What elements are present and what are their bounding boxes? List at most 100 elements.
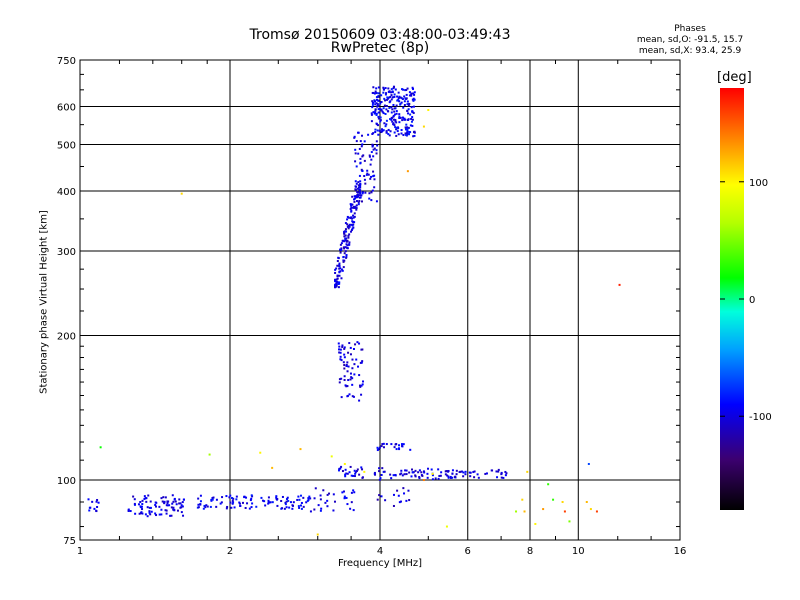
data-point <box>276 504 279 507</box>
data-point <box>241 501 244 504</box>
data-point <box>377 115 380 118</box>
data-point <box>316 533 319 536</box>
data-point <box>384 499 387 502</box>
data-point <box>387 87 390 90</box>
data-point <box>427 467 430 470</box>
data-point <box>320 507 323 510</box>
data-point <box>298 506 301 509</box>
data-point <box>399 116 402 119</box>
data-point <box>403 118 406 121</box>
data-point <box>339 358 342 361</box>
data-point <box>390 111 393 114</box>
data-point <box>390 88 393 91</box>
data-point <box>335 267 338 270</box>
data-point <box>438 474 441 477</box>
data-point <box>357 184 360 187</box>
data-point <box>447 469 450 472</box>
data-point <box>386 96 389 99</box>
data-point <box>394 120 397 123</box>
data-point <box>413 91 416 94</box>
data-point <box>339 251 342 254</box>
data-point <box>352 474 355 477</box>
data-point <box>393 93 396 96</box>
data-point <box>350 204 353 207</box>
data-point <box>351 367 354 370</box>
data-point <box>345 230 348 233</box>
data-point <box>317 504 320 507</box>
data-point <box>338 467 341 470</box>
data-point <box>345 363 348 366</box>
data-point <box>352 395 355 398</box>
data-point <box>243 495 246 498</box>
data-point <box>235 498 238 501</box>
data-point <box>173 509 176 512</box>
data-point <box>400 132 403 135</box>
data-point <box>359 385 362 388</box>
data-point <box>408 94 411 97</box>
data-point <box>380 445 383 448</box>
data-point <box>87 498 90 501</box>
data-point <box>375 87 378 90</box>
data-point <box>361 134 364 137</box>
data-point <box>334 284 337 287</box>
data-point <box>292 504 295 507</box>
data-point <box>393 446 396 449</box>
data-point <box>360 145 363 148</box>
data-point <box>343 353 346 356</box>
data-point <box>385 443 388 446</box>
data-point <box>345 472 348 475</box>
data-point <box>406 103 409 106</box>
data-point <box>238 501 241 504</box>
data-point <box>182 498 185 501</box>
data-point <box>351 206 354 209</box>
data-point <box>398 501 401 504</box>
data-point <box>350 229 353 232</box>
data-point <box>393 107 396 110</box>
data-point <box>219 502 222 505</box>
data-point <box>366 172 369 175</box>
data-point <box>300 494 303 497</box>
data-point <box>154 503 157 506</box>
data-point <box>379 477 382 480</box>
data-point <box>374 131 377 134</box>
data-point <box>344 222 347 225</box>
data-point <box>146 515 149 518</box>
data-point <box>233 506 236 509</box>
data-point <box>431 472 434 475</box>
data-point <box>215 505 218 508</box>
data-point <box>406 131 409 134</box>
data-point <box>348 243 351 246</box>
data-point <box>343 495 346 498</box>
data-point <box>411 98 414 101</box>
data-point <box>377 86 380 89</box>
data-point <box>384 93 387 96</box>
data-point <box>397 494 400 497</box>
data-point <box>93 507 96 510</box>
data-point <box>350 501 353 504</box>
data-point <box>358 185 361 188</box>
data-point <box>324 501 327 504</box>
data-point <box>405 89 408 92</box>
data-point <box>406 87 409 90</box>
data-point <box>334 280 337 283</box>
x-tick-label: 10 <box>572 546 585 557</box>
data-point <box>335 284 338 287</box>
data-point <box>370 199 373 202</box>
data-point <box>405 469 408 472</box>
data-point <box>358 473 361 476</box>
data-point <box>403 95 406 98</box>
data-point <box>353 363 356 366</box>
data-point <box>374 111 377 114</box>
data-point <box>306 499 309 502</box>
data-point <box>132 495 135 498</box>
data-point <box>300 507 303 510</box>
data-point <box>618 283 621 286</box>
data-point <box>359 180 362 183</box>
data-point <box>155 501 158 504</box>
data-point <box>343 346 346 349</box>
data-point <box>377 99 380 102</box>
data-point <box>423 471 426 474</box>
data-point <box>355 207 358 210</box>
data-point <box>347 365 350 368</box>
data-point <box>361 155 364 158</box>
